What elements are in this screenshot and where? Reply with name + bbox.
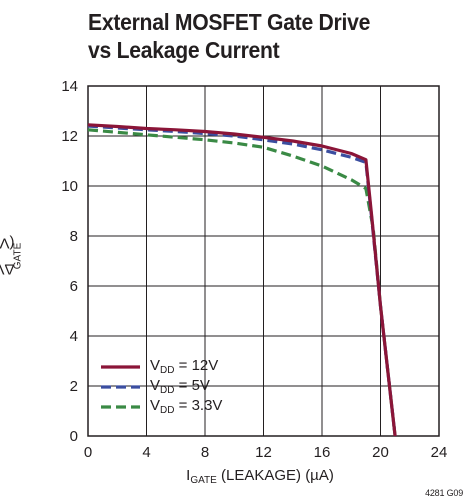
y-tick-label: 0 bbox=[70, 428, 78, 445]
y-tick-label: 12 bbox=[61, 128, 78, 145]
y-tick-label: 14 bbox=[61, 78, 78, 95]
x-tick-label: 12 bbox=[255, 444, 272, 461]
chart-title-line-2: vs Leakage Current bbox=[88, 37, 280, 63]
y-tick-label: 10 bbox=[61, 178, 78, 195]
chart-title: External MOSFET Gate Drive vs Leakage Cu… bbox=[88, 8, 438, 64]
x-tick-label: 16 bbox=[314, 444, 331, 461]
legend-entry: VDD = 5V bbox=[150, 377, 210, 396]
y-tick-label: 2 bbox=[70, 378, 78, 395]
plot-frame bbox=[87, 85, 440, 437]
y-tick-label: 8 bbox=[70, 228, 78, 245]
x-axis-title: IGATE (LEAKAGE) (µA) bbox=[186, 467, 334, 486]
x-tick-label: 24 bbox=[431, 444, 448, 461]
x-tick-label: 4 bbox=[142, 444, 150, 461]
x-tick-label: 8 bbox=[201, 444, 209, 461]
x-tick-label: 0 bbox=[84, 444, 92, 461]
y-tick-label: 6 bbox=[70, 278, 78, 295]
series-line bbox=[87, 123, 397, 437]
series-line bbox=[87, 124, 397, 437]
figure-id: 4281 G09 bbox=[425, 488, 463, 498]
x-tick-label: 20 bbox=[372, 444, 389, 461]
chart-title-line-1: External MOSFET Gate Drive bbox=[88, 9, 371, 35]
legend-entry: VDD = 3.3V bbox=[150, 397, 223, 416]
series-line bbox=[87, 128, 397, 437]
legend-entry: VDD = 12V bbox=[150, 357, 219, 376]
y-tick-label: 4 bbox=[70, 328, 78, 345]
